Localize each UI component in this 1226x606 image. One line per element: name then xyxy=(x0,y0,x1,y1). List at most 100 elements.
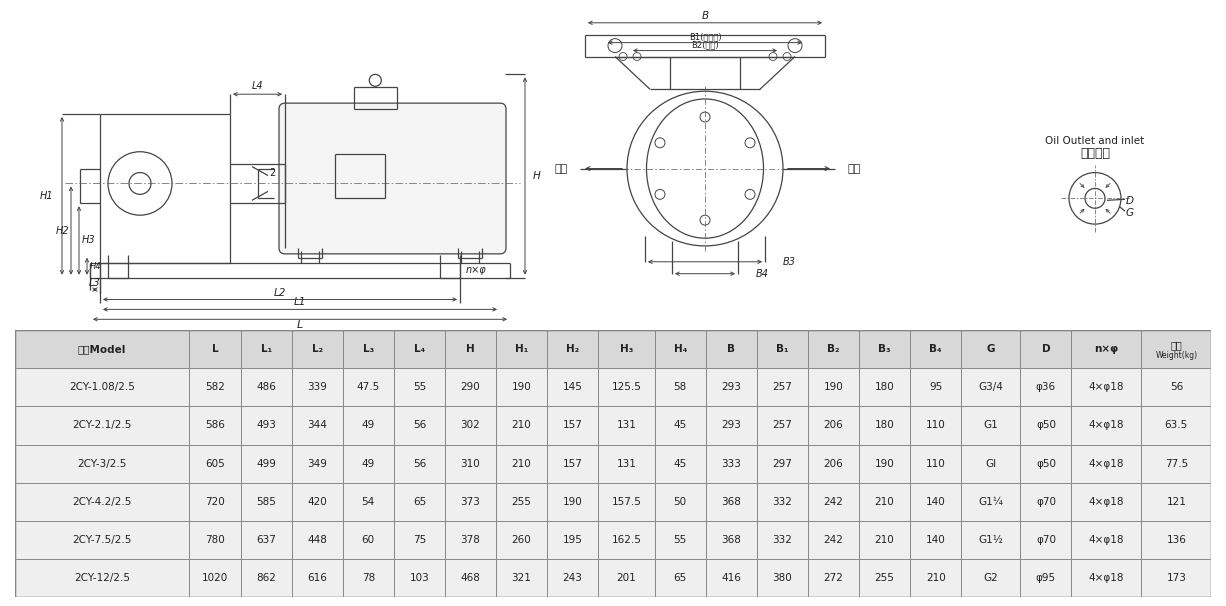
Text: 140: 140 xyxy=(926,497,945,507)
Text: B₄: B₄ xyxy=(929,344,942,355)
Text: 637: 637 xyxy=(256,534,276,545)
Text: 242: 242 xyxy=(824,534,843,545)
Text: 605: 605 xyxy=(205,459,224,468)
Text: 173: 173 xyxy=(1166,573,1187,583)
Text: 586: 586 xyxy=(205,421,226,430)
Text: Weight(kg): Weight(kg) xyxy=(1155,350,1198,359)
Text: 56: 56 xyxy=(1170,382,1183,393)
Text: Oil Outlet and inlet: Oil Outlet and inlet xyxy=(1046,136,1145,146)
Text: 47.5: 47.5 xyxy=(357,382,380,393)
Text: 75: 75 xyxy=(413,534,425,545)
Text: H₂: H₂ xyxy=(566,344,580,355)
Text: φ50: φ50 xyxy=(1036,421,1056,430)
Text: φ70: φ70 xyxy=(1036,497,1056,507)
Text: 54: 54 xyxy=(362,497,375,507)
Text: 162.5: 162.5 xyxy=(612,534,641,545)
Text: H₁: H₁ xyxy=(515,344,528,355)
Text: 157.5: 157.5 xyxy=(612,497,641,507)
Text: 332: 332 xyxy=(772,497,792,507)
Text: 110: 110 xyxy=(926,421,945,430)
Text: 55: 55 xyxy=(413,382,425,393)
Text: 190: 190 xyxy=(824,382,843,393)
Text: 60: 60 xyxy=(362,534,375,545)
Text: φ70: φ70 xyxy=(1036,534,1056,545)
Text: 131: 131 xyxy=(617,421,636,430)
Text: n×φ: n×φ xyxy=(466,265,487,275)
Text: 260: 260 xyxy=(511,534,531,545)
Text: 210: 210 xyxy=(874,534,895,545)
Text: L2: L2 xyxy=(273,287,286,298)
Text: 293: 293 xyxy=(721,382,742,393)
Text: 进出油口: 进出油口 xyxy=(1080,147,1110,160)
Bar xyxy=(15,445,1211,482)
Text: H: H xyxy=(466,344,474,355)
Text: H4: H4 xyxy=(89,262,102,271)
Text: 257: 257 xyxy=(772,382,792,393)
Text: 157: 157 xyxy=(563,459,582,468)
Text: 进口: 进口 xyxy=(848,164,861,173)
Text: 180: 180 xyxy=(874,421,895,430)
Text: 373: 373 xyxy=(461,497,481,507)
Text: H₄: H₄ xyxy=(673,344,687,355)
Text: G1: G1 xyxy=(983,421,998,430)
Text: Gl: Gl xyxy=(986,459,997,468)
Text: 720: 720 xyxy=(205,497,224,507)
Text: 2CY-7.5/2.5: 2CY-7.5/2.5 xyxy=(72,534,131,545)
Text: 210: 210 xyxy=(874,497,895,507)
Text: 344: 344 xyxy=(308,421,327,430)
Text: B: B xyxy=(727,344,736,355)
Text: L₃: L₃ xyxy=(363,344,374,355)
Text: D: D xyxy=(1125,196,1134,206)
Text: G1¼: G1¼ xyxy=(978,497,1003,507)
Text: φ95: φ95 xyxy=(1036,573,1056,583)
Text: 368: 368 xyxy=(721,497,742,507)
Text: 616: 616 xyxy=(308,573,327,583)
Text: 45: 45 xyxy=(673,459,687,468)
Text: 486: 486 xyxy=(256,382,276,393)
Text: G2: G2 xyxy=(983,573,998,583)
Text: 349: 349 xyxy=(308,459,327,468)
Text: G1½: G1½ xyxy=(978,534,1003,545)
Text: 110: 110 xyxy=(926,459,945,468)
Text: B2(泵端): B2(泵端) xyxy=(691,40,718,49)
Text: 140: 140 xyxy=(926,534,945,545)
Text: 420: 420 xyxy=(308,497,327,507)
Text: L3: L3 xyxy=(89,278,101,288)
Text: 4×φ18: 4×φ18 xyxy=(1089,573,1124,583)
Text: 145: 145 xyxy=(563,382,582,393)
Text: 2: 2 xyxy=(268,167,275,178)
Text: 255: 255 xyxy=(511,497,532,507)
Text: B₂: B₂ xyxy=(828,344,840,355)
Text: φ36: φ36 xyxy=(1036,382,1056,393)
Text: 77.5: 77.5 xyxy=(1165,459,1188,468)
Text: 157: 157 xyxy=(563,421,582,430)
Text: G: G xyxy=(987,344,996,355)
Bar xyxy=(15,407,1211,445)
Text: 63.5: 63.5 xyxy=(1165,421,1188,430)
Text: 49: 49 xyxy=(362,459,375,468)
Text: 201: 201 xyxy=(617,573,636,583)
Text: 339: 339 xyxy=(308,382,327,393)
Text: 136: 136 xyxy=(1166,534,1187,545)
Text: 180: 180 xyxy=(874,382,895,393)
Text: 4×φ18: 4×φ18 xyxy=(1089,534,1124,545)
Text: G: G xyxy=(1125,208,1134,218)
Text: 78: 78 xyxy=(362,573,375,583)
Text: H: H xyxy=(533,171,541,181)
Bar xyxy=(15,330,1211,368)
Text: 55: 55 xyxy=(673,534,687,545)
Text: 2CY-1.08/2.5: 2CY-1.08/2.5 xyxy=(69,382,135,393)
Text: L₂: L₂ xyxy=(311,344,322,355)
Text: 2CY-2.1/2.5: 2CY-2.1/2.5 xyxy=(72,421,131,430)
Text: D: D xyxy=(1042,344,1051,355)
Text: B3: B3 xyxy=(783,257,796,267)
Text: B₁: B₁ xyxy=(776,344,788,355)
Text: 出口: 出口 xyxy=(554,164,568,173)
Text: 297: 297 xyxy=(772,459,792,468)
Text: 131: 131 xyxy=(617,459,636,468)
Text: H1: H1 xyxy=(39,191,53,201)
Text: 206: 206 xyxy=(824,459,843,468)
Text: 448: 448 xyxy=(308,534,327,545)
Text: B₃: B₃ xyxy=(878,344,891,355)
Text: 493: 493 xyxy=(256,421,276,430)
